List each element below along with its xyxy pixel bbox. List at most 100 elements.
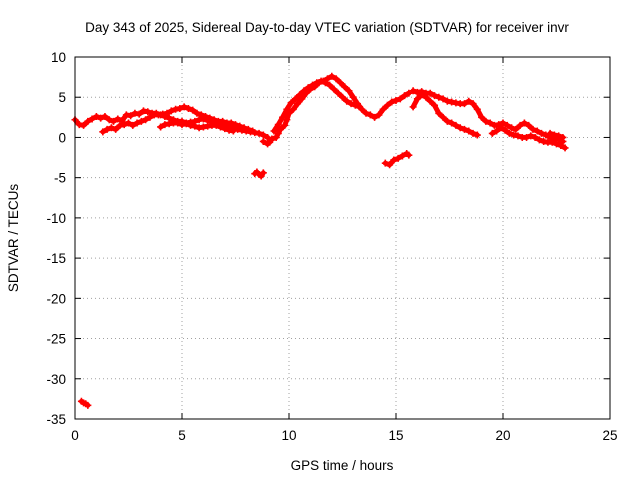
data-point xyxy=(240,124,248,132)
data-point xyxy=(469,100,477,108)
data-point xyxy=(529,125,537,133)
data-point xyxy=(300,87,308,95)
data-point xyxy=(259,169,267,177)
data-point xyxy=(144,108,152,116)
data-point xyxy=(398,152,406,160)
data-point xyxy=(514,132,522,140)
data-point xyxy=(229,127,237,135)
x-tick-label: 20 xyxy=(495,428,510,443)
data-point xyxy=(478,113,486,121)
data-point xyxy=(499,119,507,127)
data-point xyxy=(413,88,421,96)
data-point xyxy=(418,91,426,99)
data-point xyxy=(221,125,229,133)
data-point xyxy=(426,97,434,105)
data-point xyxy=(193,109,201,117)
data-point xyxy=(264,133,272,141)
series-band-D xyxy=(259,72,413,148)
data-point xyxy=(309,81,317,89)
series-band-B xyxy=(99,103,257,136)
y-axis-label: SDTVAR / TECUs xyxy=(6,184,21,293)
data-point xyxy=(390,156,398,164)
x-tick-label: 10 xyxy=(281,428,296,443)
data-point xyxy=(542,131,550,139)
data-point xyxy=(381,159,389,167)
data-point xyxy=(548,138,556,146)
data-point xyxy=(283,105,291,113)
plot-frame xyxy=(74,56,611,420)
data-point xyxy=(294,100,302,108)
data-point xyxy=(161,121,169,129)
data-point xyxy=(157,123,165,131)
data-point xyxy=(92,113,100,121)
data-point xyxy=(520,119,528,127)
data-point xyxy=(505,129,513,137)
data-point xyxy=(114,115,122,123)
data-point xyxy=(533,127,541,135)
data-point xyxy=(125,119,132,127)
x-tick-label: 25 xyxy=(602,428,617,443)
y-tick-label: -10 xyxy=(46,211,66,226)
data-point xyxy=(202,113,210,121)
data-point xyxy=(296,91,304,99)
data-point xyxy=(304,84,312,92)
data-point xyxy=(212,121,220,129)
data-point xyxy=(465,97,473,105)
data-point xyxy=(546,129,554,137)
data-point xyxy=(435,109,443,117)
data-point xyxy=(460,125,468,133)
data-point xyxy=(259,131,267,139)
data-point xyxy=(191,122,199,130)
data-point xyxy=(426,89,434,97)
data-point xyxy=(535,136,543,144)
data-point xyxy=(298,95,306,103)
data-point xyxy=(184,104,192,112)
data-point xyxy=(182,120,190,128)
y-tick-label: 0 xyxy=(58,130,66,145)
data-point xyxy=(540,137,548,145)
data-point xyxy=(401,92,409,100)
data-point xyxy=(561,144,569,152)
data-point xyxy=(84,401,92,409)
data-point xyxy=(486,119,494,127)
data-point xyxy=(396,95,404,103)
y-tick-label: 5 xyxy=(58,90,66,105)
data-point xyxy=(174,119,182,127)
data-point xyxy=(274,121,282,129)
data-point xyxy=(332,75,340,83)
data-point xyxy=(146,113,154,121)
data-point xyxy=(154,111,162,119)
y-tick-label: -35 xyxy=(46,412,66,427)
data-point xyxy=(525,121,533,129)
data-point xyxy=(341,83,349,91)
data-point xyxy=(131,109,139,117)
data-point xyxy=(422,93,430,101)
data-point xyxy=(270,127,278,135)
data-point xyxy=(409,103,417,111)
data-point xyxy=(276,125,284,133)
data-point xyxy=(443,97,451,105)
data-point xyxy=(180,103,188,111)
data-point xyxy=(452,121,460,129)
data-point xyxy=(291,95,299,103)
y-tick-label: -5 xyxy=(54,171,66,186)
data-point xyxy=(465,127,473,135)
data-point xyxy=(405,151,413,159)
data-point xyxy=(431,101,439,109)
data-point xyxy=(189,106,197,114)
chart-title: Day 343 of 2025, Sidereal Day-to-day VTE… xyxy=(85,20,569,35)
data-point xyxy=(313,79,321,87)
data-point xyxy=(388,98,396,106)
data-point xyxy=(405,89,413,97)
data-point xyxy=(435,93,443,101)
data-point xyxy=(197,111,205,119)
series-group-L xyxy=(77,397,92,409)
data-point xyxy=(127,112,135,120)
data-point xyxy=(439,113,447,121)
data-point xyxy=(317,77,325,85)
data-point xyxy=(488,129,496,137)
data-point xyxy=(345,87,353,95)
series-band-E xyxy=(270,77,364,135)
data-point xyxy=(249,127,257,135)
